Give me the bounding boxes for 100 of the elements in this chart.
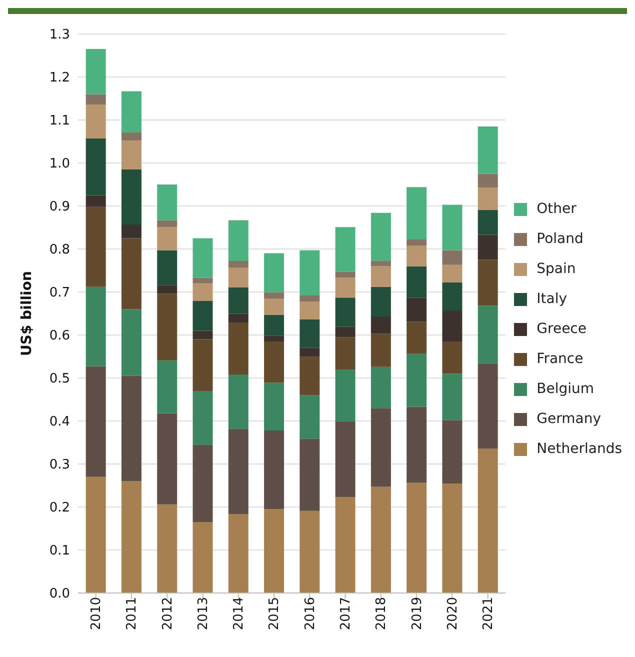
legend-label: Spain (536, 261, 576, 277)
bar (86, 476, 106, 593)
x-tick-label: 2018 (374, 597, 390, 630)
bar (192, 301, 213, 331)
bar (228, 314, 248, 323)
y-axis-title: US$ billion (18, 271, 35, 356)
x-tick-label: 2019 (410, 597, 425, 630)
x-tick-label: 2010 (89, 597, 104, 630)
bar (335, 272, 356, 278)
x-tick-label: 2017 (338, 597, 354, 630)
bar (121, 224, 142, 238)
x-tick-label: 2014 (232, 597, 247, 630)
bar (121, 169, 142, 224)
bar (264, 336, 284, 342)
bar (192, 238, 213, 278)
x-tick-label: 2015 (267, 597, 282, 630)
bar (335, 227, 356, 272)
x-tick-label: 2020 (445, 597, 460, 630)
legend-label: Netherlands (536, 441, 622, 457)
bar (478, 210, 498, 235)
bar (335, 370, 356, 422)
bar (228, 220, 248, 262)
bar (86, 195, 106, 207)
y-tick-label: 0.2 (49, 500, 70, 516)
bar (406, 354, 427, 407)
x-tick-label: 2012 (160, 597, 176, 630)
bar (86, 49, 106, 94)
bar (121, 91, 142, 132)
bar (86, 286, 106, 366)
bar (264, 382, 284, 430)
bar (406, 406, 427, 482)
bar (121, 481, 142, 593)
bar (478, 306, 498, 364)
bar (228, 322, 248, 375)
bar (406, 240, 427, 246)
bar (157, 250, 178, 286)
bar (264, 292, 284, 298)
bar (157, 413, 178, 504)
bar (121, 376, 142, 482)
bar (192, 278, 213, 284)
bar (300, 438, 320, 511)
bar (228, 428, 248, 514)
bar (370, 334, 391, 367)
bar (264, 314, 284, 336)
y-tick-label: 0.9 (49, 200, 70, 215)
bar (157, 504, 178, 593)
bar (264, 253, 284, 292)
bar (300, 510, 320, 593)
bar (406, 298, 427, 322)
bar (121, 238, 142, 310)
bar (442, 282, 462, 310)
y-tick-label: 0.0 (49, 586, 70, 602)
bar (264, 341, 284, 383)
bar (192, 339, 213, 392)
bar (370, 260, 391, 266)
bar (406, 187, 427, 240)
bar (478, 126, 498, 174)
y-tick-label: 1.0 (49, 156, 70, 172)
bar (228, 514, 248, 593)
bar (442, 250, 462, 265)
bar (86, 206, 106, 287)
bar (442, 484, 462, 593)
bar (406, 266, 427, 298)
bar (192, 330, 213, 340)
y-tick-label: 0.8 (49, 242, 70, 258)
bar (370, 366, 391, 408)
bar (478, 363, 498, 449)
bar (264, 430, 284, 510)
bar (370, 408, 391, 487)
bar (228, 374, 248, 429)
bar (121, 132, 142, 141)
bar (478, 234, 498, 260)
bar (335, 278, 356, 298)
bar (228, 267, 248, 288)
bar (442, 310, 462, 342)
bar (192, 522, 213, 593)
bar (370, 212, 391, 261)
bar (335, 298, 356, 327)
bar (121, 140, 142, 170)
bar (192, 283, 213, 302)
bar (442, 341, 462, 374)
bar (442, 420, 462, 484)
legend-label: Italy (536, 291, 568, 307)
legend-label: Belgium (536, 381, 594, 397)
bar (478, 448, 498, 593)
bar (300, 301, 320, 320)
bar (370, 316, 391, 334)
bar (406, 482, 427, 593)
legend-label: Germany (536, 411, 602, 427)
y-tick-label: 0.3 (49, 458, 70, 473)
bar (157, 184, 178, 220)
bar (121, 309, 142, 376)
bar (86, 366, 106, 477)
bar (335, 421, 356, 498)
bar (300, 295, 320, 302)
bar (157, 285, 178, 294)
bar (264, 509, 284, 593)
bar (157, 294, 178, 360)
x-tick-label: 2021 (481, 597, 496, 630)
x-tick-label: 2011 (124, 597, 140, 630)
